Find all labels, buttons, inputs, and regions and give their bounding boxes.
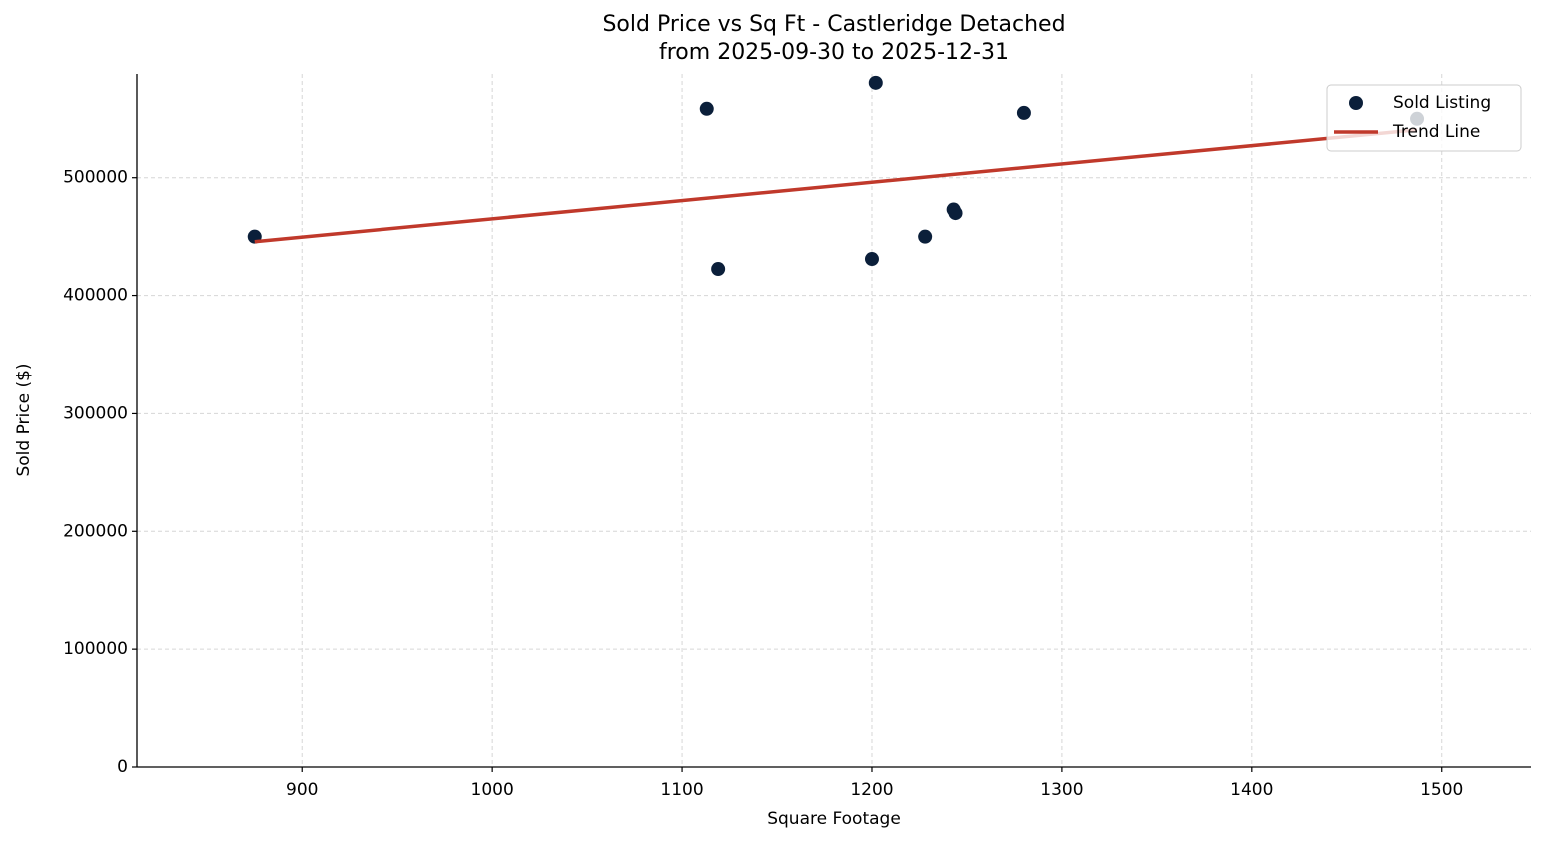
legend-label: Trend Line xyxy=(1392,122,1480,142)
x-tick-label: 1000 xyxy=(471,780,514,800)
legend-swatch xyxy=(1349,96,1363,110)
chart-subtitle: from 2025-09-30 to 2025-12-31 xyxy=(659,40,1009,65)
x-axis-label: Square Footage xyxy=(767,809,901,829)
grid xyxy=(137,74,1531,768)
data-point xyxy=(699,101,714,116)
data-point xyxy=(864,252,879,267)
y-tick-label: 200000 xyxy=(63,521,128,541)
data-point xyxy=(948,206,963,221)
plot-marks xyxy=(247,75,1425,277)
legend-box xyxy=(1326,84,1522,152)
y-tick-label: 300000 xyxy=(63,403,128,423)
x-tick-label: 1100 xyxy=(660,780,703,800)
data-point xyxy=(868,75,883,90)
y-axis-label: Sold Price ($) xyxy=(14,363,34,476)
y-tick-label: 500000 xyxy=(63,168,128,188)
x-tick-label: 1200 xyxy=(850,780,893,800)
x-tick-label: 1500 xyxy=(1420,780,1463,800)
legend-label: Sold Listing xyxy=(1393,93,1491,113)
axes: 900 1000 1100 1200 1300 1400 1500 0 100000 200000… xyxy=(63,74,1531,800)
chart-title: Sold Price vs Sq Ft - Castleridge Detach… xyxy=(602,12,1065,37)
y-tick-label: 400000 xyxy=(63,286,128,306)
data-point xyxy=(1016,105,1031,120)
y-tick-label: 100000 xyxy=(63,639,128,659)
x-tick-label: 1300 xyxy=(1040,780,1083,800)
data-point xyxy=(918,229,933,244)
x-tick-label: 1400 xyxy=(1230,780,1273,800)
legend: Sold Listing Trend Line xyxy=(1326,84,1522,152)
x-tick-label: 900 xyxy=(286,780,318,800)
y-tick-label: 0 xyxy=(117,757,128,777)
trend-line xyxy=(254,128,1418,244)
data-point xyxy=(711,262,726,277)
